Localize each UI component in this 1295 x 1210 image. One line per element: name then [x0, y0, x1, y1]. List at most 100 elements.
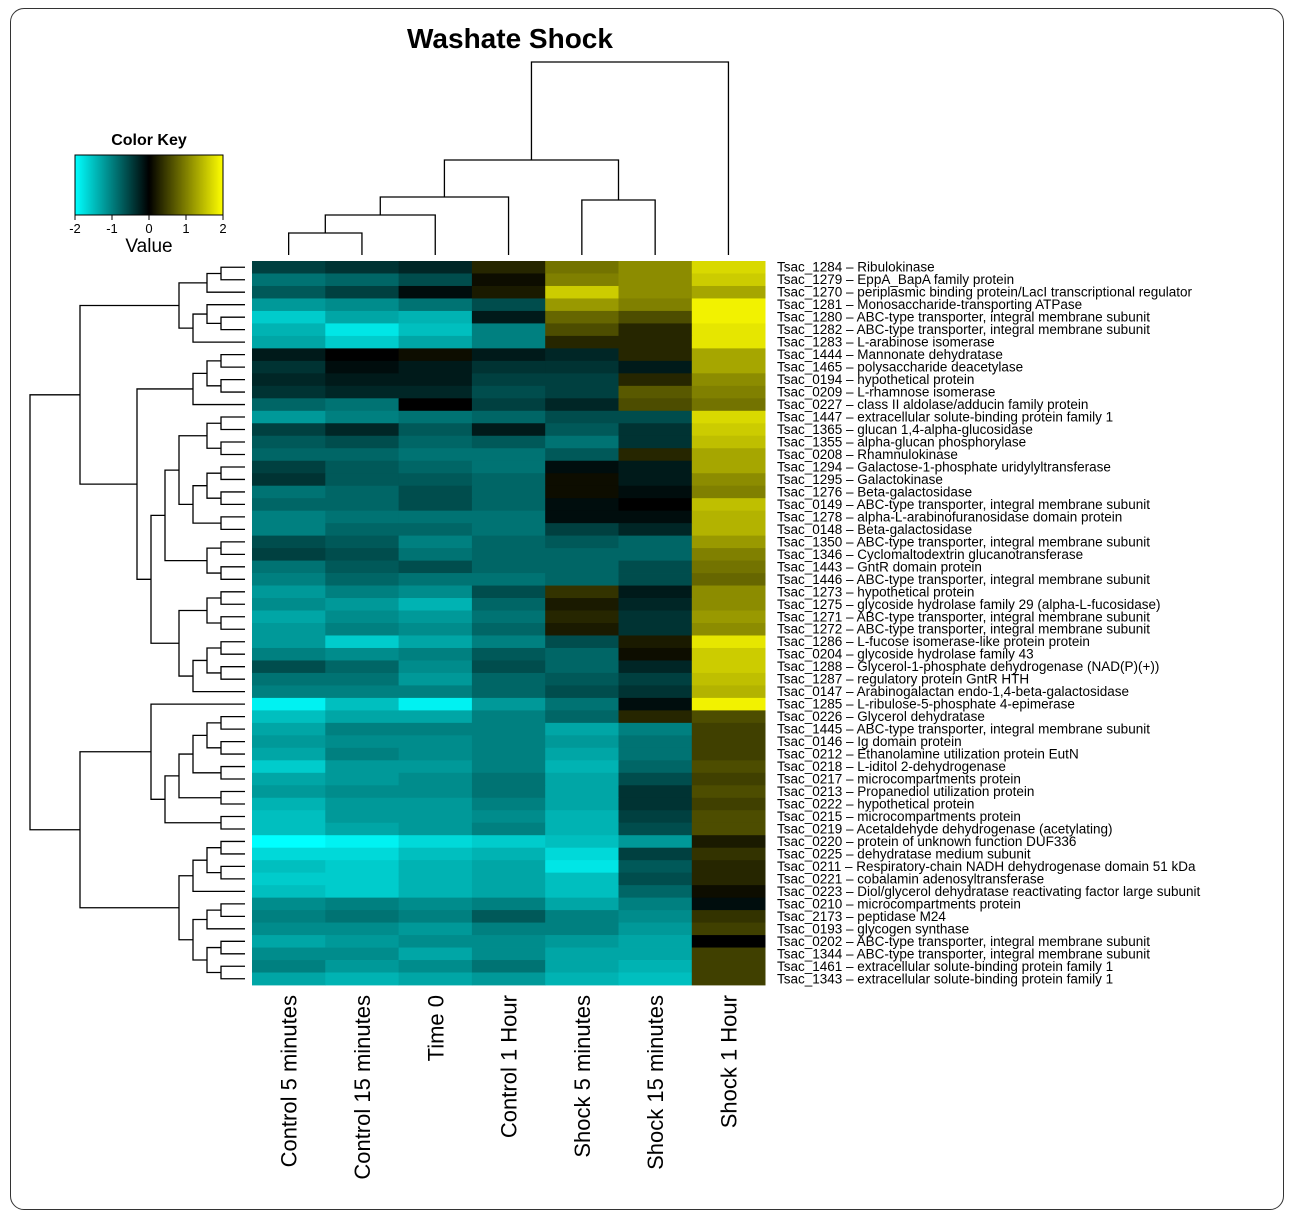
heatmap-cell [691, 847, 766, 861]
heatmap-cell [691, 323, 766, 337]
heatmap-cell [618, 885, 693, 899]
heatmap-cell [691, 922, 766, 936]
heatmap-cell [471, 722, 546, 736]
heatmap-cell [398, 385, 473, 399]
heatmap-cell [691, 772, 766, 786]
heatmap-cell [471, 797, 546, 811]
heatmap-cell [618, 398, 693, 412]
heatmap-cell [252, 797, 326, 811]
heatmap-cell [325, 448, 399, 462]
heatmap-cell [325, 423, 399, 437]
heatmap-cell [618, 423, 693, 437]
heatmap-cell [545, 548, 619, 561]
heatmap-cell [325, 860, 399, 874]
heatmap-cell [252, 385, 326, 399]
heatmap-cell [325, 635, 399, 649]
heatmap-cell [618, 598, 693, 611]
heatmap-cell [691, 510, 766, 524]
heatmap-cell [691, 610, 766, 624]
heatmap-cell [471, 473, 546, 487]
heatmap-cell [691, 835, 766, 849]
heatmap-cell [252, 623, 326, 636]
dendrogram-branch [206, 946, 221, 974]
heatmap-cell [252, 697, 326, 711]
heatmap-cell [471, 735, 546, 749]
heatmap-cell [471, 373, 546, 387]
column-label: Time 0 [423, 995, 448, 1061]
heatmap-cell [545, 373, 619, 387]
dendrogram-branch [581, 199, 656, 255]
heatmap-cell [398, 760, 473, 774]
heatmap-cell [252, 947, 326, 961]
column-label: Shock 5 minutes [570, 995, 595, 1158]
heatmap-cell [398, 960, 473, 973]
heatmap-cell [325, 710, 399, 724]
heatmap-cell [471, 810, 546, 824]
heatmap-cell [325, 685, 399, 699]
dendrogram-branch [220, 378, 245, 393]
row-label: Tsac_1287 – regulatory protein GntR HTH [777, 672, 1029, 687]
dendrogram-branch [220, 516, 245, 531]
heatmap-cell [398, 598, 473, 611]
heatmap-cell [471, 635, 546, 649]
heatmap-cell [471, 285, 546, 299]
heatmap-cell [545, 897, 619, 911]
row-label: Tsac_1279 – EppA_BapA family protein [777, 272, 1014, 287]
heatmap-cell [325, 560, 399, 574]
heatmap-cell [691, 398, 766, 412]
heatmap-cell [398, 373, 473, 387]
heatmap-cell [471, 860, 546, 874]
column-label: Control 5 minutes [277, 995, 302, 1167]
row-label: Tsac_0218 – L-iditol 2-dehydrogenase [777, 759, 1006, 774]
heatmap-cell [325, 348, 399, 362]
heatmap-cell [398, 285, 473, 299]
dendrogram-branch [220, 865, 245, 880]
heatmap-cell [325, 335, 399, 349]
heatmap-cell [398, 573, 473, 586]
heatmap-cell [471, 335, 546, 349]
row-label: Tsac_0204 – glycoside hydrolase family 4… [777, 647, 1034, 662]
heatmap-cell [471, 598, 546, 611]
heatmap-cell [398, 922, 473, 936]
heatmap-cell [325, 647, 399, 661]
heatmap-cell [252, 660, 326, 674]
heatmap-cell [691, 623, 766, 636]
heatmap-cell [618, 348, 693, 362]
heatmap-cell [252, 273, 326, 287]
heatmap-cell [252, 910, 326, 923]
heatmap-cell [252, 598, 326, 611]
heatmap-cell [398, 660, 473, 674]
dendrogram-branch [220, 616, 245, 630]
heatmap-cell [252, 610, 326, 624]
heatmap-cell [325, 885, 399, 899]
heatmap-cell [252, 735, 326, 749]
heatmap-cell [398, 947, 473, 961]
heatmap-cell [325, 585, 399, 599]
heatmap-cell [398, 897, 473, 911]
heatmap-cell [471, 772, 546, 786]
heatmap-cell [545, 585, 619, 599]
column-label: Control 1 Hour [497, 995, 522, 1138]
row-label: Tsac_1444 – Mannonate dehydratase [777, 347, 1003, 362]
heatmap-cell [691, 972, 766, 986]
heatmap-cell [691, 660, 766, 674]
heatmap-cell [325, 672, 399, 686]
heatmap-cell [252, 573, 326, 586]
row-label: Tsac_0212 – Ethanolamine utilization pro… [777, 747, 1079, 762]
heatmap-cell [691, 647, 766, 661]
heatmap-cell [398, 847, 473, 861]
heatmap-cell [618, 947, 693, 961]
heatmap-cell [325, 598, 399, 611]
heatmap-cell [691, 885, 766, 899]
row-label: Tsac_1283 – L-arabinose isomerase [777, 335, 995, 350]
heatmap-cell [618, 847, 693, 861]
heatmap-cell [618, 735, 693, 749]
heatmap-cell [252, 635, 326, 649]
heatmap-cell [398, 310, 473, 324]
heatmap-cell [691, 373, 766, 387]
heatmap-cell [618, 261, 693, 274]
heatmap-cell [252, 360, 326, 374]
dendrogram-branch [164, 469, 207, 562]
dendrogram-branch [220, 491, 245, 506]
row-label: Tsac_1285 – L-ribulose-5-phosphate 4-epi… [777, 697, 1075, 712]
